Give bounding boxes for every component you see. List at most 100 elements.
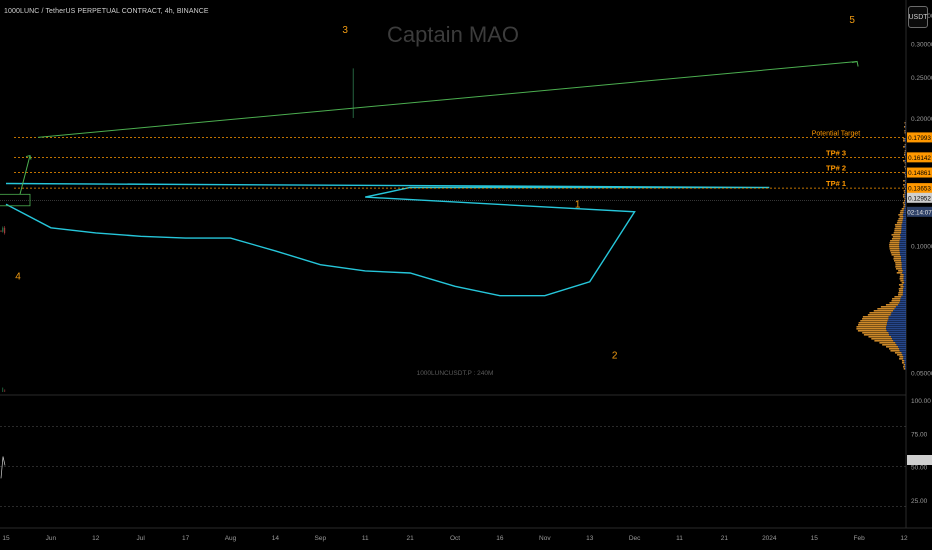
volume-profile-bar-up — [893, 256, 902, 258]
volume-profile-bar-up — [894, 224, 902, 226]
price-label: 0.12952 — [908, 195, 931, 202]
target-label: Potential Target — [812, 130, 861, 137]
volume-profile-bar-up — [868, 336, 891, 338]
volume-profile-bar-up — [858, 322, 888, 324]
volume-profile-bar-up — [903, 146, 905, 148]
time-tick-label: 21 — [406, 535, 414, 542]
volume-profile-bar-up — [904, 132, 906, 134]
volume-profile-bar-up — [895, 268, 902, 270]
volume-profile-bar-down — [898, 346, 906, 348]
volume-profile-bar-up — [889, 246, 900, 248]
volume-profile-bar-up — [894, 352, 902, 354]
currency-button[interactable]: USDT — [908, 6, 928, 28]
volume-profile-bar-up — [898, 294, 903, 296]
volume-profile-bar-up — [896, 272, 903, 274]
volume-profile-bar-up — [890, 240, 900, 242]
volume-profile-bar-up — [898, 214, 903, 216]
projection-arrow-long — [37, 60, 858, 138]
volume-profile-bar-down — [901, 256, 906, 258]
price-label-box — [907, 152, 932, 163]
volume-profile-bar-up — [900, 286, 904, 288]
price-label-box — [907, 192, 932, 203]
volume-profile-bar-up — [902, 202, 905, 204]
volume-profile-bar-up — [891, 300, 901, 302]
volume-profile-bar-down — [899, 252, 906, 254]
projection-arrow-short — [19, 155, 31, 195]
volume-profile-bar-down — [903, 280, 906, 282]
volume-profile-bar-up — [903, 180, 905, 182]
volume-profile-bar-down — [905, 172, 906, 174]
volume-profile-bar-down — [888, 332, 906, 334]
volume-profile-bar-down — [902, 292, 906, 294]
price-tick-label: 0.05000 — [911, 371, 932, 378]
rsi-tick-label: 50.00 — [911, 465, 928, 472]
price-candle — [0, 231, 2, 232]
volume-profile-bar-down — [905, 186, 906, 188]
volume-profile-bar-up — [863, 334, 890, 336]
volume-profile-bar-up — [895, 262, 902, 264]
volume-profile-bar-down — [903, 278, 906, 280]
volume-profile-bar-up — [903, 196, 905, 198]
volume-profile-bar-up — [904, 144, 906, 146]
volume-profile-bar-down — [903, 274, 906, 276]
watermark: Captain MAO — [386, 22, 520, 47]
volume-profile-bar-down — [886, 326, 906, 328]
rsi-line — [0, 456, 6, 479]
time-tick-label: Jul — [137, 535, 146, 542]
volume-profile-bar-up — [862, 332, 889, 334]
volume-profile-bar-down — [889, 334, 906, 336]
rsi-tick-label: 100.00 — [911, 398, 931, 405]
rsi-value-box — [907, 455, 932, 465]
volume-profile-bar-down — [901, 226, 906, 228]
volume-profile-bar-down — [904, 146, 906, 148]
time-tick-label: 13 — [586, 535, 594, 542]
price-label-box — [907, 132, 932, 143]
volume-profile-bar-up — [898, 288, 904, 290]
time-tick-label: 12 — [92, 535, 100, 542]
volume-profile-bar-up — [902, 194, 905, 196]
volume-profile-bar-up — [869, 312, 892, 314]
projection-arrows — [19, 60, 859, 195]
volume-bar — [4, 389, 6, 392]
volume-profile-bar-up — [862, 316, 889, 318]
rsi-panel — [0, 426, 932, 507]
price-axis[interactable]: 0.350000.300000.250000.200000.150000.100… — [907, 13, 932, 505]
volume-profile-bar-up — [904, 130, 906, 132]
volume-profile-bar-down — [903, 284, 906, 286]
volume-profile-bar-down — [902, 354, 906, 356]
volume-profile-bar-down — [905, 152, 906, 154]
volume-profile-bar-up — [900, 274, 904, 276]
price-label: 0.17993 — [908, 135, 931, 142]
volume-profile-bar-up — [899, 276, 904, 278]
volume-profile-bar-up — [903, 160, 905, 162]
volume-profile-bar-up — [904, 166, 906, 168]
volume-profile-bar-down — [886, 328, 906, 330]
volume-profile-bar-down — [905, 364, 906, 366]
volume-profile-bar-down — [900, 236, 906, 238]
volume-profile-bar-up — [889, 348, 900, 350]
volume-profile-bar-down — [900, 238, 906, 240]
volume-profile-bar-down — [901, 224, 906, 226]
volume-profile-bar-up — [895, 264, 902, 266]
volume-profile-bar-down — [904, 140, 906, 142]
volume-profile-bar-up — [903, 138, 905, 140]
volume-profile-bar-down — [902, 218, 906, 220]
volume-profile-bar-up — [894, 230, 902, 232]
target-label: TP# 2 — [826, 164, 846, 173]
volume-profile-bar-up — [901, 282, 905, 284]
volume-profile-bar-down — [904, 360, 906, 362]
volume-profile-bar-up — [891, 234, 901, 236]
volume-profile-bar-up — [893, 232, 902, 234]
volume-profile-bar-down — [903, 212, 906, 214]
volume-profile-bar-up — [873, 310, 894, 312]
volume-profile-bar-down — [901, 266, 906, 268]
volume-profile-bar-down — [901, 264, 906, 266]
volume-profile-bar-up — [904, 122, 906, 124]
volume-profile-bar-down — [901, 296, 906, 298]
volume-profile-bar-down — [903, 286, 906, 288]
time-axis[interactable]: 15 Jun 12 Jul 17 Aug 14 Sep 11 21 Oct 16 Nov 13 Dec 11 2… — [2, 535, 932, 542]
volume-profile-bar-up — [879, 342, 896, 344]
volume-profile-bar-up — [877, 308, 895, 310]
volume-profile-bar-down — [900, 298, 906, 300]
